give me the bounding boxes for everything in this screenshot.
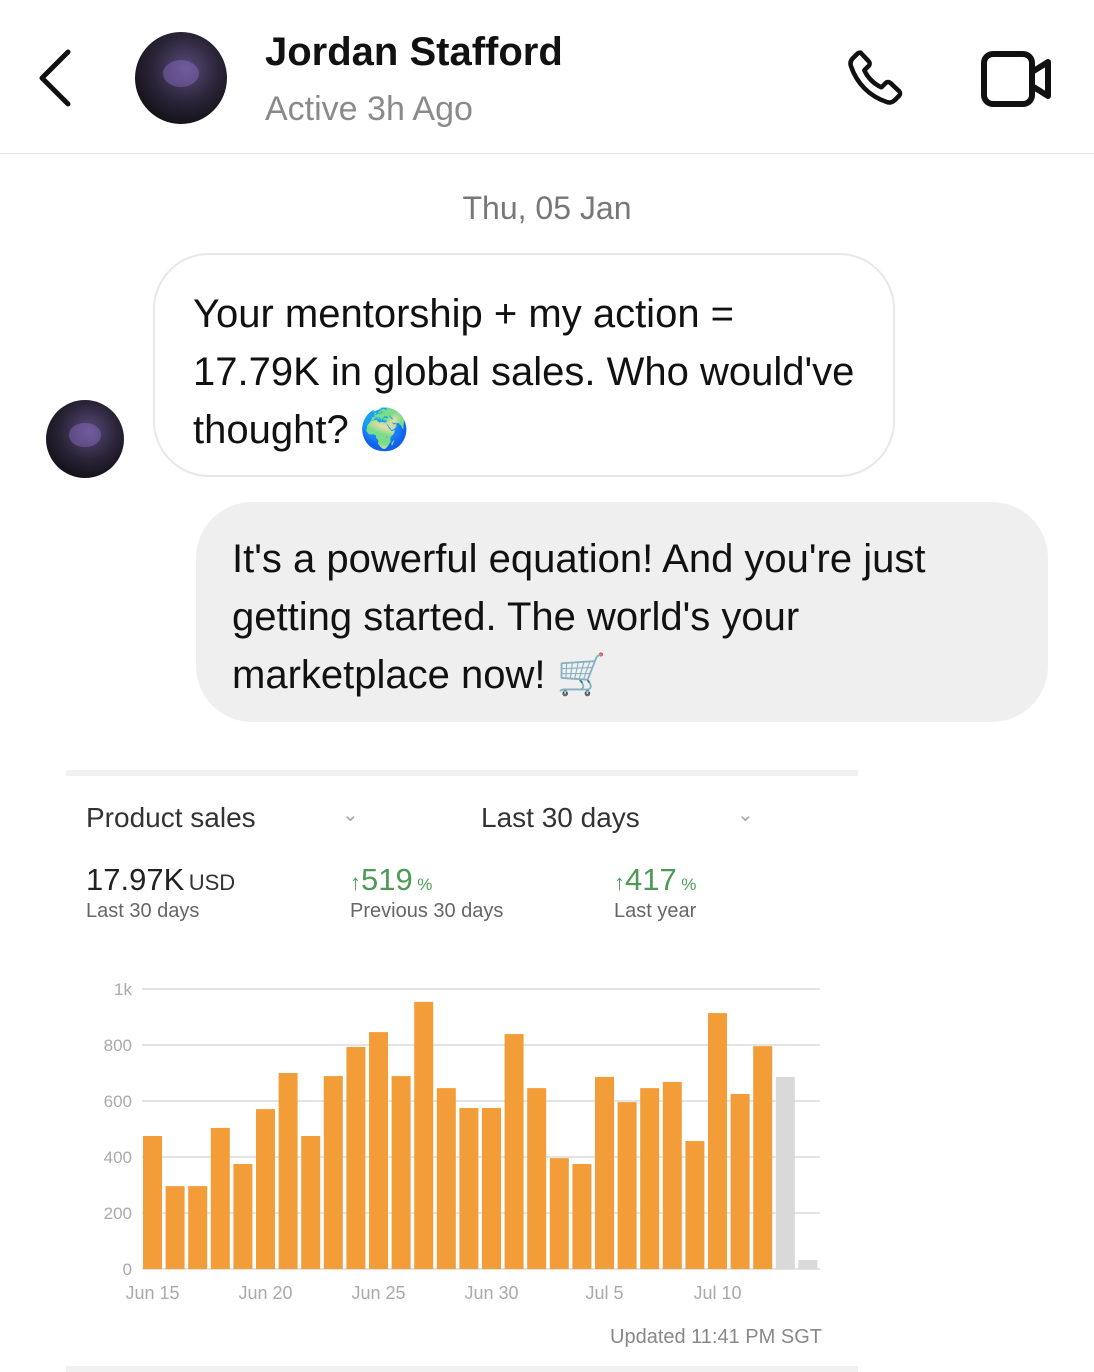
thread-date: Thu, 05 Jan (462, 190, 632, 226)
bar-jul-9 (685, 1141, 705, 1269)
comparison-label: Previous 30 days (350, 900, 504, 922)
sender-avatar[interactable] (46, 400, 124, 478)
bar-jul-7 (640, 1088, 660, 1269)
bar-jun-18 (210, 1127, 230, 1269)
bar-jul-13 (775, 1076, 795, 1269)
updated-timestamp: Updated 11:41 PM SGT (610, 1326, 822, 1348)
shopping-cart-emoji-icon: 🛒 (556, 653, 607, 697)
y-tick-label: 0 (123, 1260, 132, 1279)
y-tick-label: 600 (104, 1092, 132, 1111)
sales-chart-card: Product sales ⌄ Last 30 days ⌄ 17.97K US… (66, 770, 858, 1372)
message-text: Your mentorship + my action = 17.79K in … (193, 292, 855, 452)
bar-jun-23 (323, 1076, 343, 1269)
bar-jul-11 (730, 1094, 750, 1269)
y-tick-label: 800 (104, 1036, 132, 1055)
bar-jun-20 (256, 1109, 275, 1269)
active-status: Active 3h Ago (265, 90, 473, 128)
arrow-up-icon: ↑ (614, 870, 625, 895)
comparison-value: 519 (361, 862, 413, 897)
bar-jul-3 (549, 1158, 569, 1269)
bar-jun-16 (165, 1186, 185, 1269)
bar-jul-10 (708, 1013, 727, 1269)
range-label: Last 30 days (481, 802, 640, 833)
outgoing-message[interactable]: It's a powerful equation! And you're jus… (196, 502, 1048, 722)
contact-name[interactable]: Jordan Stafford (265, 30, 563, 74)
bar-jun-24 (346, 1046, 366, 1269)
comparison-unit: % (681, 875, 697, 894)
chat-header: Jordan Stafford Active 3h Ago (0, 0, 1094, 154)
bar-jul-5 (595, 1076, 614, 1269)
arrow-up-icon: ↑ (350, 870, 361, 895)
globe-emoji-icon: 🌍 (359, 408, 410, 452)
bar-jun-21 (278, 1073, 298, 1269)
x-tick-label: Jun 30 (464, 1283, 518, 1303)
contact-avatar[interactable] (135, 32, 227, 124)
bar-jun-22 (301, 1136, 321, 1269)
x-tick-label: Jun 15 (125, 1283, 179, 1303)
x-tick-label: Jul 5 (585, 1283, 623, 1303)
bar-jul-14 (798, 1260, 818, 1269)
total-value: 17.97K (86, 862, 185, 897)
bar-jun-29 (459, 1108, 479, 1269)
bar-jun-30 (482, 1108, 501, 1269)
comparison-last-year: ↑417 % Last year (614, 862, 696, 923)
bar-jun-19 (233, 1164, 253, 1269)
bar-jul-6 (617, 1102, 637, 1269)
y-tick-label: 200 (104, 1204, 132, 1223)
comparison-unit: % (417, 875, 433, 894)
y-tick-label: 1k (114, 980, 132, 999)
back-chevron-icon[interactable] (36, 48, 76, 108)
x-tick-label: Jun 20 (238, 1283, 292, 1303)
chevron-down-icon: ⌄ (342, 804, 359, 826)
bar-jun-26 (391, 1076, 411, 1269)
x-tick-label: Jun 25 (351, 1283, 405, 1303)
message-text: It's a powerful equation! And you're jus… (232, 537, 926, 697)
x-tick-label: Jul 10 (693, 1283, 741, 1303)
bar-jul-2 (527, 1088, 547, 1269)
range-dropdown[interactable]: Last 30 days ⌄ (481, 802, 761, 834)
sales-bar-chart: 0 200 400 600 800 1k Jun 15 Jun 20 Jun 25 Jun 30 J… (104, 980, 820, 1303)
video-camera-icon[interactable] (980, 50, 1054, 108)
total-sales: 17.97K USD Last 30 days (86, 862, 235, 923)
comparison-previous: ↑519 % Previous 30 days (350, 862, 503, 923)
incoming-message[interactable]: Your mentorship + my action = 17.79K in … (153, 253, 895, 477)
bar-jun-17 (188, 1186, 208, 1269)
bar-jun-15 (143, 1136, 162, 1269)
bar-jul-4 (572, 1164, 592, 1269)
chevron-down-icon: ⌄ (737, 804, 754, 826)
bar-jul-8 (662, 1081, 682, 1269)
total-period: Last 30 days (86, 900, 200, 922)
metric-label: Product sales (86, 802, 256, 833)
comparison-label: Last year (614, 900, 697, 922)
bar-jun-25 (369, 1032, 388, 1269)
bar-jun-28 (436, 1088, 456, 1269)
bar-jul-1 (504, 1034, 524, 1269)
y-tick-label: 400 (104, 1148, 132, 1167)
total-unit: USD (188, 870, 236, 895)
comparison-value: 417 (625, 862, 677, 897)
metric-dropdown[interactable]: Product sales ⌄ (86, 802, 366, 834)
bar-jul-12 (753, 1046, 773, 1269)
phone-icon[interactable] (842, 46, 908, 110)
bar-jun-27 (414, 1001, 434, 1269)
